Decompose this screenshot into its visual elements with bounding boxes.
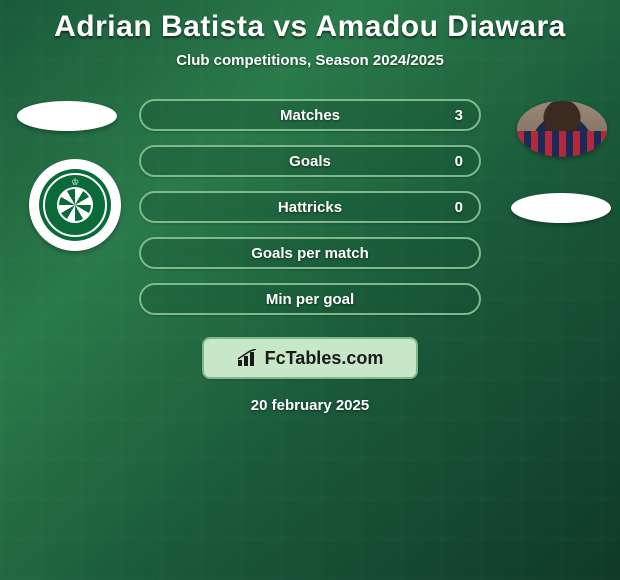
stat-label: Hattricks [278, 199, 342, 216]
stat-label: Goals per match [251, 245, 369, 262]
left-player-placeholder [17, 101, 117, 131]
stat-value: 3 [455, 107, 463, 124]
left-player-column: ♔ [9, 99, 139, 315]
stats-column: Matches 3 Goals 0 Hattricks 0 Goals per match M… [139, 99, 481, 315]
stat-label: Min per goal [266, 291, 354, 308]
subtitle: Club competitions, Season 2024/2025 [176, 52, 444, 69]
right-club-placeholder [511, 193, 611, 223]
main-row: ♔ Matches 3 Goals 0 Hattricks 0 Goals per matc… [0, 99, 620, 315]
page-title: Adrian Batista vs Amadou Diawara [54, 10, 566, 44]
stat-pill: Goals per match [139, 237, 481, 269]
left-club-badge: ♔ [29, 159, 121, 251]
right-player-photo [517, 101, 607, 157]
club-badge-center [57, 187, 93, 223]
stat-label: Matches [280, 107, 340, 124]
comparison-card: Adrian Batista vs Amadou Diawara Club co… [0, 0, 620, 580]
stat-pill: Min per goal [139, 283, 481, 315]
bar-chart-icon [237, 349, 259, 367]
stat-pill: Goals 0 [139, 145, 481, 177]
stat-value: 0 [455, 199, 463, 216]
date-label: 20 february 2025 [251, 397, 369, 414]
brand-text: FcTables.com [265, 348, 384, 369]
right-player-column [481, 99, 611, 315]
stat-value: 0 [455, 153, 463, 170]
club-badge-ring: ♔ [39, 169, 111, 241]
stat-pill: Hattricks 0 [139, 191, 481, 223]
stat-label: Goals [289, 153, 331, 170]
stat-pill: Matches 3 [139, 99, 481, 131]
brand-box: FcTables.com [202, 337, 418, 379]
